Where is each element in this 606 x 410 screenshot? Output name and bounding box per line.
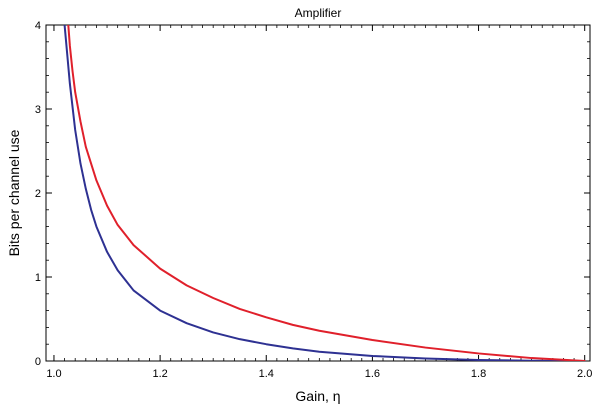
series-line-2 bbox=[67, 25, 586, 361]
minor-ticks bbox=[46, 25, 590, 361]
x-tick-label: 2.0 bbox=[577, 368, 592, 380]
plot-frame bbox=[45, 24, 591, 362]
y-tick-label: 3 bbox=[35, 104, 41, 116]
series-line-1 bbox=[63, 25, 586, 361]
x-tick-label: 1.2 bbox=[152, 368, 167, 380]
x-tick-label: 1.0 bbox=[46, 368, 61, 380]
x-axis-label: Gain, η bbox=[295, 388, 340, 404]
x-tick-label: 1.6 bbox=[365, 368, 380, 380]
chart-title: Amplifier bbox=[295, 6, 342, 20]
y-axis-label: Bits per channel use bbox=[6, 129, 22, 256]
y-tick-label: 1 bbox=[35, 272, 41, 284]
series-group bbox=[63, 25, 586, 361]
tick-labels: 1.0 1.2 1.4 1.6 1.8 2.0 0 1 2 3 4 bbox=[35, 20, 592, 380]
y-tick-label: 0 bbox=[35, 356, 41, 368]
y-tick-label: 4 bbox=[35, 20, 41, 32]
x-tick-label: 1.8 bbox=[471, 368, 486, 380]
x-tick-label: 1.4 bbox=[259, 368, 274, 380]
y-tick-label: 2 bbox=[35, 188, 41, 200]
major-ticks bbox=[46, 24, 590, 362]
